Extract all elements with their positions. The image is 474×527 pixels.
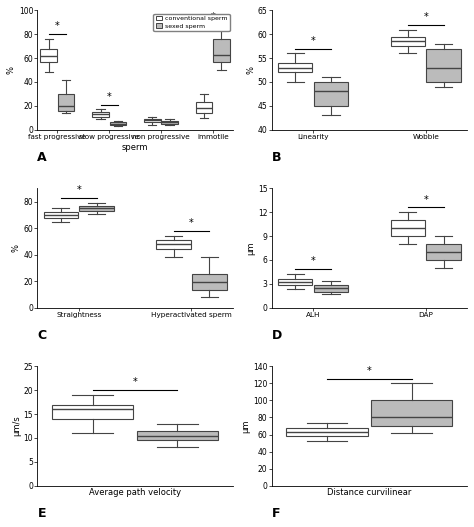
Text: *: *: [423, 12, 428, 22]
Text: *: *: [133, 377, 137, 387]
Text: *: *: [189, 218, 194, 228]
Text: B: B: [272, 151, 281, 164]
Text: D: D: [272, 329, 282, 342]
PathPatch shape: [278, 279, 312, 285]
PathPatch shape: [40, 48, 57, 62]
PathPatch shape: [52, 405, 134, 419]
X-axis label: sperm: sperm: [122, 143, 148, 152]
PathPatch shape: [156, 240, 191, 249]
Text: *: *: [310, 257, 315, 267]
X-axis label: Average path velocity: Average path velocity: [89, 489, 181, 497]
PathPatch shape: [196, 102, 212, 113]
PathPatch shape: [371, 401, 452, 426]
PathPatch shape: [213, 39, 230, 62]
PathPatch shape: [314, 82, 348, 106]
Text: *: *: [423, 194, 428, 204]
Y-axis label: μm/s: μm/s: [12, 416, 21, 436]
Text: C: C: [37, 329, 46, 342]
PathPatch shape: [391, 37, 425, 46]
Y-axis label: %: %: [246, 66, 255, 74]
Y-axis label: μm: μm: [246, 241, 255, 255]
Text: *: *: [107, 92, 111, 102]
PathPatch shape: [314, 285, 348, 292]
Text: *: *: [367, 366, 372, 376]
PathPatch shape: [92, 112, 109, 116]
Text: *: *: [310, 36, 315, 46]
Text: A: A: [37, 151, 47, 164]
PathPatch shape: [80, 206, 114, 211]
X-axis label: Distance curvilinear: Distance curvilinear: [327, 489, 411, 497]
PathPatch shape: [427, 244, 461, 260]
Text: *: *: [210, 12, 215, 22]
PathPatch shape: [391, 220, 425, 236]
Text: *: *: [76, 186, 81, 195]
Legend: conventional sperm, sexed sperm: conventional sperm, sexed sperm: [154, 14, 229, 31]
PathPatch shape: [137, 431, 218, 440]
Y-axis label: %: %: [7, 66, 16, 74]
Y-axis label: %: %: [12, 244, 21, 252]
PathPatch shape: [278, 63, 312, 72]
PathPatch shape: [427, 48, 461, 82]
PathPatch shape: [144, 119, 161, 122]
PathPatch shape: [109, 122, 126, 125]
PathPatch shape: [44, 212, 78, 218]
Text: *: *: [55, 21, 60, 31]
Text: E: E: [37, 507, 46, 520]
Y-axis label: μm: μm: [241, 419, 250, 433]
PathPatch shape: [286, 428, 368, 436]
PathPatch shape: [161, 121, 178, 124]
PathPatch shape: [192, 275, 227, 290]
PathPatch shape: [58, 94, 74, 111]
Text: F: F: [272, 507, 280, 520]
